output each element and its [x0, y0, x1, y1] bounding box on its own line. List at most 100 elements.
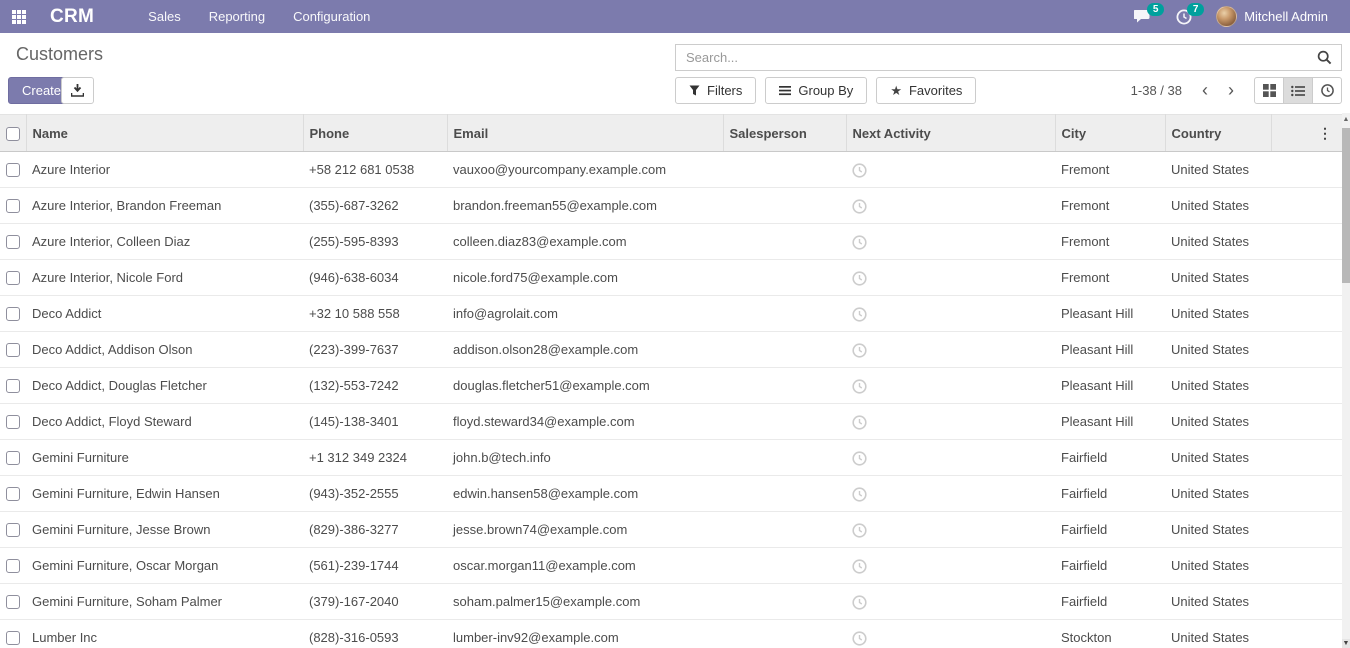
row-checkbox[interactable]: [6, 271, 20, 286]
cell-name[interactable]: Lumber Inc: [26, 619, 303, 648]
cell-salesperson[interactable]: [723, 403, 846, 440]
row-checkbox[interactable]: [6, 451, 20, 466]
activity-view-button[interactable]: [1312, 77, 1342, 104]
row-checkbox[interactable]: [6, 199, 20, 214]
row-checkbox[interactable]: [6, 487, 20, 502]
column-header-next-activity[interactable]: Next Activity: [846, 114, 1056, 152]
cell-city[interactable]: Fairfield: [1055, 583, 1165, 620]
search-input[interactable]: [676, 45, 1308, 70]
cell-city[interactable]: Pleasant Hill: [1055, 295, 1165, 332]
cell-next-activity[interactable]: [846, 151, 1055, 188]
cell-salesperson[interactable]: [723, 475, 846, 512]
column-header-email[interactable]: Email: [447, 114, 724, 152]
cell-next-activity[interactable]: [846, 439, 1055, 476]
cell-country[interactable]: United States: [1165, 295, 1271, 332]
export-button[interactable]: [61, 77, 94, 104]
cell-country[interactable]: United States: [1165, 223, 1271, 260]
cell-email[interactable]: brandon.freeman55@example.com: [447, 187, 723, 224]
cell-phone[interactable]: (132)-553-7242: [303, 367, 447, 404]
column-header-country[interactable]: Country: [1165, 114, 1272, 152]
cell-next-activity[interactable]: [846, 187, 1055, 224]
cell-email[interactable]: jesse.brown74@example.com: [447, 511, 723, 548]
cell-phone[interactable]: (946)-638-6034: [303, 259, 447, 296]
next-activity-clock-icon[interactable]: [852, 342, 867, 358]
cell-phone[interactable]: (379)-167-2040: [303, 583, 447, 620]
group-by-button[interactable]: Group By: [765, 77, 868, 104]
cell-email[interactable]: colleen.diaz83@example.com: [447, 223, 723, 260]
customer-row[interactable]: Gemini Furniture +1 312 349 2324 john.b@…: [0, 439, 1342, 476]
cell-country[interactable]: United States: [1165, 511, 1271, 548]
row-checkbox[interactable]: [6, 595, 20, 610]
cell-next-activity[interactable]: [846, 223, 1055, 260]
column-header-city[interactable]: City: [1055, 114, 1166, 152]
next-activity-clock-icon[interactable]: [852, 594, 867, 610]
cell-country[interactable]: United States: [1165, 547, 1271, 584]
row-checkbox[interactable]: [6, 307, 20, 322]
cell-salesperson[interactable]: [723, 151, 846, 188]
cell-city[interactable]: Pleasant Hill: [1055, 331, 1165, 368]
customer-row[interactable]: Azure Interior, Colleen Diaz (255)-595-8…: [0, 223, 1342, 260]
cell-name[interactable]: Deco Addict, Addison Olson: [26, 331, 303, 368]
favorites-button[interactable]: ★ Favorites: [876, 77, 977, 104]
cell-phone[interactable]: (561)-239-1744: [303, 547, 447, 584]
next-activity-clock-icon[interactable]: [852, 198, 867, 214]
cell-name[interactable]: Gemini Furniture, Edwin Hansen: [26, 475, 303, 512]
cell-phone[interactable]: +58 212 681 0538: [303, 151, 447, 188]
cell-salesperson[interactable]: [723, 187, 846, 224]
menu-configuration[interactable]: Configuration: [293, 9, 371, 24]
row-checkbox[interactable]: [6, 415, 20, 430]
row-checkbox[interactable]: [6, 379, 20, 394]
menu-reporting[interactable]: Reporting: [208, 9, 266, 24]
search-icon[interactable]: [1308, 50, 1341, 65]
scrollbar-thumb[interactable]: [1342, 128, 1350, 283]
cell-salesperson[interactable]: [723, 511, 846, 548]
cell-city[interactable]: Stockton: [1055, 619, 1165, 648]
cell-name[interactable]: Azure Interior, Colleen Diaz: [26, 223, 303, 260]
cell-name[interactable]: Gemini Furniture: [26, 439, 303, 476]
cell-country[interactable]: United States: [1165, 187, 1271, 224]
cell-phone[interactable]: (255)-595-8393: [303, 223, 447, 260]
next-activity-clock-icon[interactable]: [852, 486, 867, 502]
column-header-name[interactable]: Name: [26, 114, 304, 152]
customer-row[interactable]: Deco Addict, Addison Olson (223)-399-763…: [0, 331, 1342, 368]
cell-city[interactable]: Fremont: [1055, 187, 1165, 224]
next-activity-clock-icon[interactable]: [852, 450, 867, 466]
vertical-scrollbar[interactable]: ▲ ▼: [1342, 113, 1350, 648]
cell-salesperson[interactable]: [723, 439, 846, 476]
pager-previous-button[interactable]: ‹: [1202, 80, 1208, 100]
customer-row[interactable]: Gemini Furniture, Edwin Hansen (943)-352…: [0, 475, 1342, 512]
row-checkbox[interactable]: [6, 559, 20, 574]
activities-button[interactable]: 7: [1164, 0, 1205, 33]
cell-salesperson[interactable]: [723, 331, 846, 368]
next-activity-clock-icon[interactable]: [852, 414, 867, 430]
cell-salesperson[interactable]: [723, 583, 846, 620]
list-view-button[interactable]: [1283, 77, 1313, 104]
cell-city[interactable]: Fairfield: [1055, 475, 1165, 512]
kanban-view-button[interactable]: [1254, 77, 1284, 104]
customer-row[interactable]: Deco Addict, Douglas Fletcher (132)-553-…: [0, 367, 1342, 404]
cell-phone[interactable]: (829)-386-3277: [303, 511, 447, 548]
cell-city[interactable]: Pleasant Hill: [1055, 367, 1165, 404]
row-checkbox[interactable]: [6, 235, 20, 250]
row-checkbox[interactable]: [6, 163, 20, 178]
customer-row[interactable]: Azure Interior, Nicole Ford (946)-638-60…: [0, 259, 1342, 296]
cell-country[interactable]: United States: [1165, 151, 1271, 188]
messages-button[interactable]: 5: [1122, 0, 1165, 33]
cell-next-activity[interactable]: [846, 367, 1055, 404]
customer-row[interactable]: Gemini Furniture, Oscar Morgan (561)-239…: [0, 547, 1342, 584]
customer-row[interactable]: Deco Addict +32 10 588 558 info@agrolait…: [0, 295, 1342, 332]
customer-row[interactable]: Lumber Inc (828)-316-0593 lumber-inv92@e…: [0, 619, 1342, 648]
cell-phone[interactable]: (223)-399-7637: [303, 331, 447, 368]
cell-email[interactable]: douglas.fletcher51@example.com: [447, 367, 723, 404]
next-activity-clock-icon[interactable]: [852, 234, 867, 250]
customer-row[interactable]: Deco Addict, Floyd Steward (145)-138-340…: [0, 403, 1342, 440]
cell-phone[interactable]: (145)-138-3401: [303, 403, 447, 440]
customer-row[interactable]: Azure Interior, Brandon Freeman (355)-68…: [0, 187, 1342, 224]
cell-city[interactable]: Fremont: [1055, 259, 1165, 296]
cell-next-activity[interactable]: [846, 295, 1055, 332]
row-checkbox[interactable]: [6, 631, 20, 646]
cell-name[interactable]: Deco Addict, Douglas Fletcher: [26, 367, 303, 404]
user-menu[interactable]: Mitchell Admin: [1204, 0, 1340, 33]
cell-salesperson[interactable]: [723, 223, 846, 260]
cell-city[interactable]: Fairfield: [1055, 511, 1165, 548]
